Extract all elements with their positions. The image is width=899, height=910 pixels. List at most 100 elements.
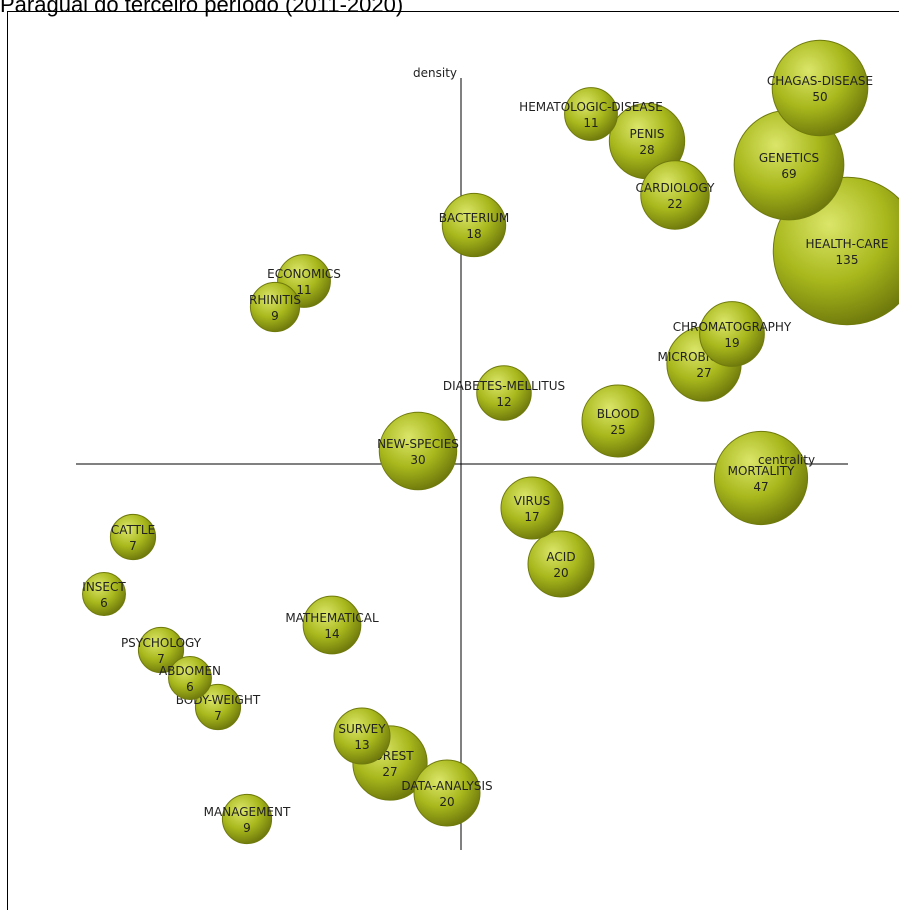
chart-frame (7, 11, 899, 910)
bubble-label: DATA-ANALYSIS (401, 779, 492, 793)
bubble-label: SURVEY (338, 722, 386, 736)
bubble-label: GENETICS (759, 151, 819, 165)
bubble-hematologic-disease[interactable]: HEMATOLOGIC-DISEASE 11 (519, 87, 663, 141)
bubble-value: 27 (382, 765, 397, 779)
bubble-label: VIRUS (514, 494, 551, 508)
bubble-cattle[interactable]: CATTLE 7 (109, 513, 157, 561)
bubble-diabetes-mellitus[interactable]: DIABETES-MELLITUS 12 (443, 365, 565, 421)
bubble-mathematical[interactable]: MATHEMATICAL 14 (285, 595, 379, 655)
bubble-label: DIABETES-MELLITUS (443, 379, 565, 393)
bubble-value: 7 (157, 652, 165, 666)
bubble-value: 13 (354, 738, 369, 752)
bubble-rhinitis[interactable]: RHINITIS 9 (249, 281, 301, 333)
bubble-circle[interactable] (441, 192, 507, 258)
bubble-circle[interactable] (194, 683, 242, 731)
bubble-blood[interactable]: BLOOD 25 (581, 384, 655, 458)
bubble-value: 7 (214, 709, 222, 723)
bubble-label: MANAGEMENT (204, 805, 291, 819)
bubble-value: 25 (610, 423, 625, 437)
bubble-circle[interactable] (137, 626, 185, 674)
bubble-value: 69 (781, 167, 796, 181)
bubble-acid[interactable]: ACID 20 (527, 530, 595, 598)
bubble-circle[interactable] (500, 476, 564, 540)
bubble-circle[interactable] (302, 595, 362, 655)
bubble-cardiology[interactable]: CARDIOLOGY 22 (636, 160, 716, 230)
bubble-circle[interactable] (564, 87, 618, 141)
bubble-label: INSECT (82, 580, 126, 594)
bubble-value: 6 (186, 680, 194, 694)
bubble-circle[interactable] (581, 384, 655, 458)
bubble-label: RHINITIS (249, 293, 301, 307)
bubble-value: 28 (639, 143, 654, 157)
bubble-circle[interactable] (771, 39, 869, 137)
bubble-chagas-disease[interactable]: CHAGAS-DISEASE 50 (767, 39, 873, 137)
bubble-value: 11 (296, 283, 311, 297)
bubble-value: 9 (243, 821, 251, 835)
bubble-survey[interactable]: SURVEY 13 (333, 707, 391, 765)
bubble-value: 135 (836, 253, 859, 267)
x-axis-label: centrality (758, 453, 815, 467)
bubble-circle[interactable] (413, 759, 481, 827)
bubble-value: 47 (753, 480, 768, 494)
bubble-value: 14 (324, 627, 339, 641)
bubble-label: MORTALITY (728, 464, 795, 478)
bubble-mortality[interactable]: MORTALITY 47 (713, 430, 809, 526)
bubble-circle[interactable] (109, 513, 157, 561)
bubble-label: HEALTH-CARE (805, 237, 888, 251)
bubble-data-analysis[interactable]: DATA-ANALYSIS 20 (401, 759, 493, 827)
bubble-value: 17 (524, 510, 539, 524)
bubble-value: 6 (100, 596, 108, 610)
bubble-abdomen[interactable]: ABDOMEN 6 (159, 656, 221, 700)
bubble-circle[interactable] (476, 365, 532, 421)
bubble-label: PSYCHOLOGY (121, 636, 202, 650)
bubble-psychology[interactable]: PSYCHOLOGY 7 (121, 626, 202, 674)
bubble-new-species[interactable]: NEW-SPECIES 30 (377, 411, 459, 491)
bubble-genetics[interactable]: GENETICS 69 (733, 109, 845, 221)
bubble-circle[interactable] (221, 793, 273, 845)
bubble-value: 27 (696, 366, 711, 380)
bubble-value: 50 (812, 90, 827, 104)
bubble-value: 30 (410, 453, 425, 467)
bubble-circle[interactable] (640, 160, 710, 230)
bubble-value: 20 (553, 566, 568, 580)
bubble-management[interactable]: MANAGEMENT 9 (204, 793, 291, 845)
bubble-circle[interactable] (249, 281, 301, 333)
bubble-value: 19 (724, 336, 739, 350)
bubble-label: ACID (546, 550, 575, 564)
bubble-label: HEMATOLOGIC-DISEASE (519, 100, 663, 114)
page-title: Paraguai do terceiro período (2011-2020) (0, 0, 404, 17)
bubbles-group: HEALTH-CARE135GENETICS69CHAGAS-DISEASE50… (82, 39, 899, 845)
bubble-label: ABDOMEN (159, 664, 221, 678)
bubble-circle[interactable] (699, 301, 765, 367)
bubble-insect[interactable]: INSECT 6 (82, 572, 126, 616)
bubble-value: 11 (583, 116, 598, 130)
bubble-label: MATHEMATICAL (285, 611, 379, 625)
bubble-bacterium[interactable]: BACTERIUM 18 (439, 192, 510, 258)
bubble-label: CARDIOLOGY (636, 181, 716, 195)
bubble-chromatography[interactable]: CHROMATOGRAPHY 19 (673, 301, 792, 367)
bubble-label: BACTERIUM (439, 211, 510, 225)
bubble-value: 20 (439, 795, 454, 809)
bubble-virus[interactable]: VIRUS 17 (500, 476, 564, 540)
bubble-value: 9 (271, 309, 279, 323)
bubble-label: CATTLE (111, 523, 155, 537)
y-axis-label: density (413, 66, 457, 80)
bubble-circle[interactable] (333, 707, 391, 765)
bubble-label: ECONOMICS (267, 267, 341, 281)
bubble-label: PENIS (630, 127, 665, 141)
bubble-penis[interactable]: PENIS 28 (608, 102, 686, 180)
bubble-value: 18 (466, 227, 481, 241)
bubble-value: 7 (129, 539, 137, 553)
bubble-label: NEW-SPECIES (377, 437, 459, 451)
bubble-label: CHROMATOGRAPHY (673, 320, 792, 334)
bubble-label: BLOOD (597, 407, 640, 421)
bubble-value: 12 (496, 395, 511, 409)
bubble-circle[interactable] (378, 411, 458, 491)
bubble-circle[interactable] (168, 656, 212, 700)
bubble-circle[interactable] (527, 530, 595, 598)
bubble-label: CHAGAS-DISEASE (767, 74, 873, 88)
bubble-circle[interactable] (713, 430, 809, 526)
bubble-circle[interactable] (82, 572, 126, 616)
bubble-value: 22 (667, 197, 682, 211)
